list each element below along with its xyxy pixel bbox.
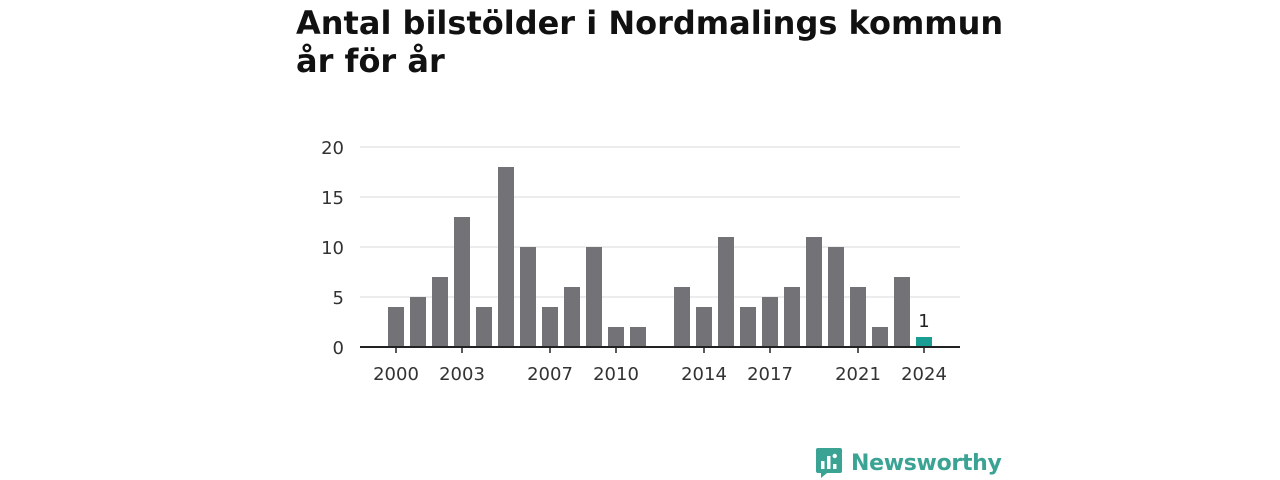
bars xyxy=(388,167,932,347)
y-axis-ticks: 0 5 10 15 20 xyxy=(321,138,344,359)
bar-chart: 0 5 10 15 20 2000 2003 2007 2010 2014 2017 2021 202… xyxy=(321,138,960,385)
bar-2015 xyxy=(718,237,734,347)
bar-2002 xyxy=(432,277,448,347)
x-tick-label: 2017 xyxy=(747,364,793,385)
bar-2001 xyxy=(410,297,426,347)
bar-2004 xyxy=(476,307,492,347)
bar-2017 xyxy=(762,297,778,347)
y-tick-label: 5 xyxy=(333,288,344,309)
x-tick-label: 2014 xyxy=(681,364,727,385)
bar-2022 xyxy=(872,327,888,347)
bar-2013 xyxy=(674,287,690,347)
bar-2023 xyxy=(894,277,910,347)
bar-2020 xyxy=(828,247,844,347)
x-tick-label: 2024 xyxy=(901,364,947,385)
x-tick-label: 2007 xyxy=(527,364,573,385)
bar-2016 xyxy=(740,307,756,347)
x-tick-label: 2021 xyxy=(835,364,881,385)
bar-2024 xyxy=(916,337,932,347)
bar-2019 xyxy=(806,237,822,347)
bar-2007 xyxy=(542,307,558,347)
bar-2014 xyxy=(696,307,712,347)
bar-2003 xyxy=(454,217,470,347)
bar-2006 xyxy=(520,247,536,347)
x-tick-label: 2010 xyxy=(593,364,639,385)
x-tick-label: 2000 xyxy=(373,364,419,385)
gridlines xyxy=(360,146,960,298)
bar-2010 xyxy=(608,327,624,347)
bar-2011 xyxy=(630,327,646,347)
brand-name: Newsworthy xyxy=(851,450,1002,476)
data-labels: 1 xyxy=(918,311,929,332)
y-tick-label: 10 xyxy=(321,238,344,259)
y-tick-label: 20 xyxy=(321,138,344,159)
chart-title: Antal bilstölder i Nordmalings kommun år… xyxy=(296,4,1004,80)
bar-2005 xyxy=(498,167,514,347)
bar-2009 xyxy=(586,247,602,347)
y-tick-label: 15 xyxy=(321,188,344,209)
data-label-2024: 1 xyxy=(918,311,929,332)
bar-2021 xyxy=(850,287,866,347)
newsworthy-logo: Newsworthy xyxy=(815,446,1002,480)
newsworthy-logo-icon xyxy=(816,448,842,478)
x-tick-label: 2003 xyxy=(439,364,485,385)
bar-2008 xyxy=(564,287,580,347)
y-tick-label: 0 xyxy=(333,338,344,359)
x-axis-ticks: 2000 2003 2007 2010 2014 2017 2021 2024 xyxy=(373,347,947,385)
bar-2000 xyxy=(388,307,404,347)
bar-2018 xyxy=(784,287,800,347)
